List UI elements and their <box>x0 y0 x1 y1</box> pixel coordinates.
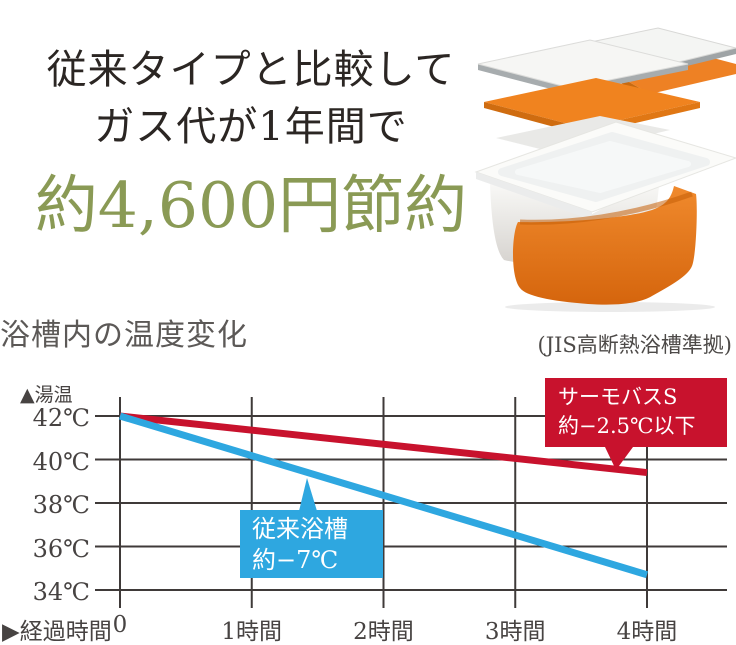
conventional-callout: 従来浴槽 約−7℃ <box>240 510 383 578</box>
x-tick-label: 1時間 <box>221 619 283 645</box>
y-axis-title: ▲湯温 <box>20 384 73 406</box>
thermobath-callout-delta: 約−2.5℃以下 <box>558 414 696 438</box>
y-tick-label: 42℃ <box>32 404 90 432</box>
jis-compliance-note: (JIS高断熱浴槽準拠) <box>537 333 733 357</box>
x-tick-label: 0 <box>112 612 128 638</box>
x-tick-label: 4時間 <box>616 619 678 645</box>
ground-shadow <box>505 302 715 312</box>
headline-block: 従来タイプと比較して ガス代が1年間で 約4,600円節約 <box>0 42 502 246</box>
thermobath-callout-name: サーモバスS <box>558 385 678 409</box>
headline-line2: ガス代が1年間で <box>94 104 408 150</box>
insulation-shell-icon <box>513 186 697 305</box>
x-tick-label: 2時間 <box>353 619 414 645</box>
chart-section-title: 浴槽内の温度変化 <box>0 318 248 353</box>
y-tick-label: 38℃ <box>32 491 90 519</box>
conventional-callout-pointer <box>299 478 317 511</box>
conventional-callout-name: 従来浴槽 <box>252 515 348 543</box>
headline-line1: 従来タイプと比較して <box>46 47 456 93</box>
thermobath-callout: サーモバスS 約−2.5℃以下 <box>545 378 727 447</box>
headline-savings-amount: 約4,600円節約 <box>34 169 468 242</box>
x-axis-title: ▶経過時間 <box>2 619 112 645</box>
bathtub-rim-icon <box>474 121 736 220</box>
bathtub-exploded-illustration <box>474 27 736 312</box>
y-tick-label: 34℃ <box>32 578 90 606</box>
y-tick-label: 36℃ <box>32 534 90 563</box>
conventional-callout-delta: 約−7℃ <box>252 546 339 574</box>
thermobath-callout-pointer <box>605 447 633 470</box>
y-tick-label: 40℃ <box>32 447 90 476</box>
x-tick-label: 3時間 <box>484 619 546 645</box>
